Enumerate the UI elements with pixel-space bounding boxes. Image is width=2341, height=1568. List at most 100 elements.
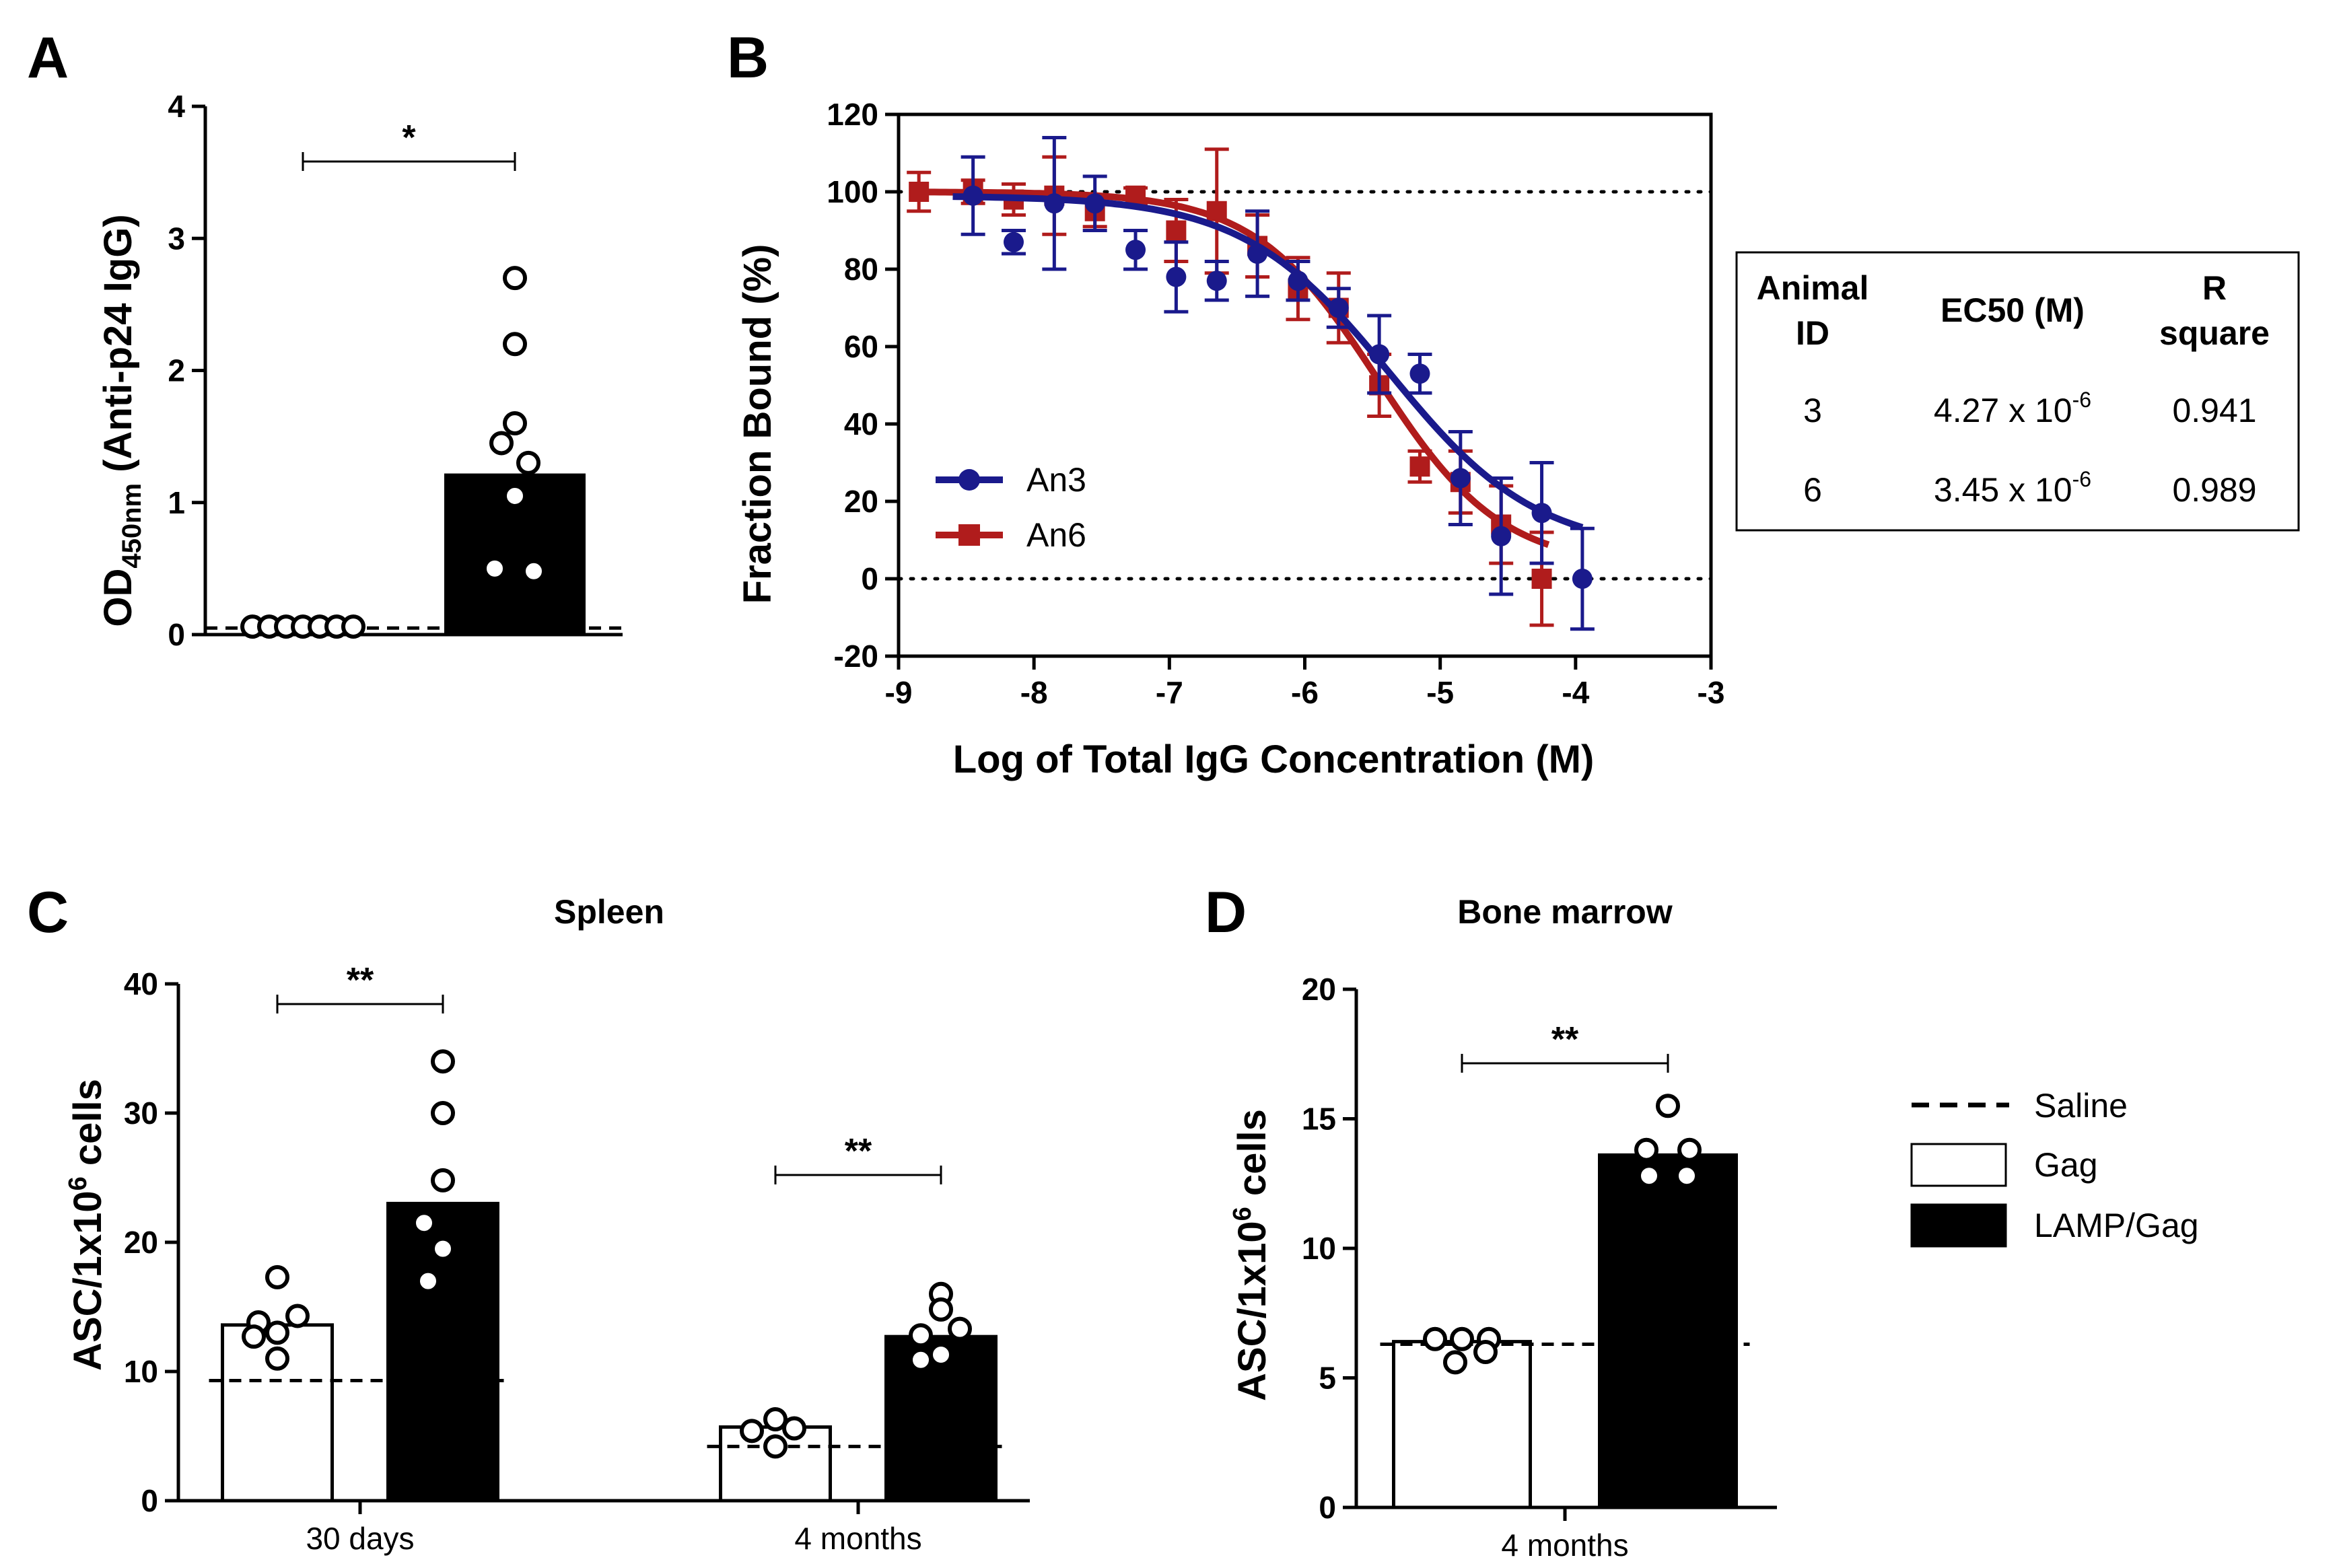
panel-b-point-an3 — [1003, 231, 1024, 252]
panel-c-point-gag-1 — [740, 1419, 764, 1444]
panel-a-point-group2 — [522, 559, 546, 583]
panel-d-axes: 0 5 10 15 20 4 months — [1302, 972, 1777, 1563]
panel-d-point-lampgag-0 — [1656, 1094, 1680, 1118]
panel-b-point-an3 — [1044, 193, 1065, 214]
table-row2-id: 6 — [1803, 471, 1822, 509]
panel-b-y-tick-label: 40 — [844, 406, 878, 441]
panel-b-point-an3 — [1328, 297, 1349, 318]
table-row1-id: 3 — [1803, 392, 1822, 429]
panel-b-y-tick-label: 120 — [827, 97, 878, 132]
legend-lampgag-label: LAMP/Gag — [2034, 1207, 2199, 1244]
panel-b-fit-curve-an6 — [919, 188, 1550, 548]
ec50-table-border — [1735, 251, 2300, 532]
legend: Saline Gag LAMP/Gag — [1910, 1087, 2199, 1248]
panel-a-point-group2 — [483, 556, 507, 581]
panel-b-legend-label-an3: An3 — [1026, 461, 1086, 499]
panel-c-point-lampgag-0 — [416, 1269, 440, 1293]
panel-b-x-tick-label: -6 — [1291, 675, 1319, 710]
panel-b-point-an6 — [1206, 201, 1227, 221]
panel-a-y-axis-label: OD450nm (Anti-p24 IgG) — [96, 214, 147, 627]
legend-lampgag-swatch — [1910, 1203, 2007, 1248]
table-header-id: ID — [1796, 314, 1829, 352]
panel-b-axes: -20 0 20 40 60 80 100 120 -9 -8 -7 -6 -5 -4 -3 — [827, 97, 1724, 710]
panel-a-point-group2 — [503, 483, 527, 508]
panel-a-y-tick-label: 2 — [168, 353, 185, 388]
panel-c-marks: ** ** — [209, 961, 1010, 1503]
panel-c-point-lampgag-0 — [431, 1168, 455, 1192]
panel-b-point-an3 — [963, 185, 983, 206]
panel-a-point-group1 — [341, 614, 365, 639]
panel-d-point-gag-0 — [1473, 1340, 1498, 1364]
panel-c-point-lampgag-1 — [909, 1347, 933, 1372]
table-header-square: square — [2159, 314, 2270, 352]
panel-d-point-gag-0 — [1423, 1326, 1447, 1351]
panel-c-point-lampgag-1 — [929, 1343, 953, 1367]
panel-b-point-an6 — [909, 182, 930, 202]
panel-b-point-an3 — [1125, 240, 1146, 260]
panel-c-x-tick-label: 4 months — [794, 1521, 921, 1556]
panel-c-y-tick-label: 20 — [124, 1225, 158, 1260]
panel-d-point-gag-0 — [1450, 1326, 1474, 1351]
panel-b-x-tick-label: -5 — [1426, 675, 1454, 710]
legend-gag-swatch — [1910, 1143, 2007, 1187]
table-row2-r2: 0.989 — [2172, 471, 2256, 509]
panel-b-point-an3 — [1206, 271, 1227, 291]
panel-c-point-gag-0 — [265, 1320, 289, 1345]
panel-c-point-lampgag-1 — [929, 1297, 953, 1322]
table-row1-ec50: 4.27 x 10-6 — [1934, 388, 2091, 429]
panel-d-sig-label: ** — [1551, 1020, 1579, 1059]
panel-d-y-tick-label: 15 — [1302, 1102, 1336, 1137]
panel-d-point-lampgag-0 — [1675, 1164, 1699, 1188]
panel-a-y-tick-label: 0 — [168, 617, 185, 652]
panel-d-point-lampgag-0 — [1634, 1137, 1658, 1162]
panel-d-title: Bone marrow — [1457, 893, 1673, 931]
panel-b-point-an6 — [1409, 456, 1430, 477]
panel-b-y-tick-label: -20 — [834, 639, 878, 674]
panel-c-point-gag-0 — [265, 1346, 289, 1371]
panel-c-y-tick-label: 10 — [124, 1354, 158, 1389]
table-header-r: R — [2202, 269, 2227, 307]
panel-c-point-lampgag-0 — [431, 1101, 455, 1125]
panel-c-sig-label: ** — [845, 1132, 872, 1171]
panel-a-point-group2 — [489, 431, 514, 456]
panel-d-y-tick-label: 20 — [1302, 972, 1336, 1007]
panel-c-x-tick-label: 30 days — [306, 1521, 414, 1556]
panel-b-x-tick-label: -3 — [1698, 675, 1725, 710]
panel-d-y-tick-label: 0 — [1319, 1490, 1336, 1525]
table-header-ec50: EC50 (M) — [1941, 291, 2085, 329]
panel-b-point-an3 — [1166, 266, 1187, 287]
panel-c-y-tick-label: 30 — [124, 1096, 158, 1131]
panel-c-point-lampgag-0 — [431, 1236, 455, 1261]
panel-b-point-an3 — [1572, 569, 1593, 589]
panel-b-point-an3 — [1450, 468, 1471, 489]
panel-b-point-an3 — [1409, 363, 1430, 384]
panel-c-point-lampgag-0 — [412, 1211, 436, 1236]
panel-c-sig-label: ** — [347, 961, 374, 1000]
panel-b-x-axis-label: Log of Total IgG Concentration (M) — [953, 738, 1595, 781]
panel-letter-b: B — [727, 26, 769, 90]
panel-c-point-gag-0 — [242, 1324, 266, 1349]
panel-c-chart: Spleen 0 10 20 30 40 30 days 4 months ** ** ASC… — [64, 893, 1030, 1556]
panel-b-y-tick-label: 80 — [844, 252, 878, 287]
panel-b-y-tick-label: 0 — [861, 561, 878, 596]
panel-b-legend-label-an6: An6 — [1026, 516, 1086, 554]
panel-d-y-tick-label: 5 — [1319, 1361, 1336, 1396]
panel-c-title: Spleen — [554, 893, 664, 931]
panel-letter-d: D — [1205, 880, 1247, 945]
panel-a-point-group2 — [503, 411, 527, 435]
legend-gag-label: Gag — [2034, 1146, 2098, 1184]
panel-b-x-tick-label: -8 — [1020, 675, 1048, 710]
panel-c-point-lampgag-1 — [948, 1316, 972, 1341]
panel-b-y-tick-label: 100 — [827, 174, 878, 209]
panel-b-x-tick-label: -4 — [1562, 675, 1589, 710]
panel-a-point-group2 — [516, 450, 540, 475]
panel-letter-c: C — [27, 880, 69, 945]
panel-c-y-tick-label: 40 — [124, 966, 158, 1001]
panel-c-y-axis-label: ASC/1x106 cells — [64, 1079, 110, 1371]
panel-b-point-an3 — [1247, 244, 1268, 264]
panel-b-y-axis-label: Fraction Bound (%) — [736, 244, 779, 604]
panel-c-point-lampgag-0 — [431, 1049, 455, 1074]
panel-b-point-an3 — [1531, 503, 1552, 524]
